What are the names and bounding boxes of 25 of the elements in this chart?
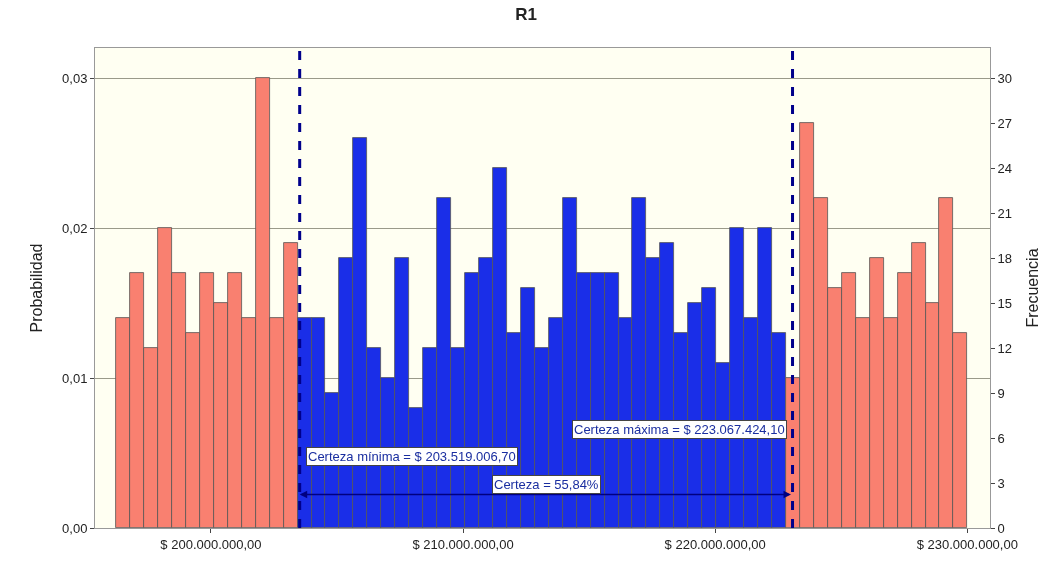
y2-tick-label: 24 (997, 160, 1013, 176)
y2-tick-label: 27 (997, 115, 1013, 131)
y2-axis-title: Frecuencia (1023, 248, 1041, 328)
x-tick-label: $ 210.000.000,00 (412, 536, 514, 552)
x-tick-label: $ 220.000.000,00 (664, 536, 766, 552)
y2-tick-label: 3 (997, 475, 1005, 491)
chart-title: R1 (515, 5, 537, 25)
y-tick-label: 0,02 (62, 220, 88, 236)
y2-tick-label: 18 (997, 250, 1013, 266)
y-tick-label: 0,03 (62, 70, 88, 86)
y2-tick-label: 15 (997, 295, 1013, 311)
y2-tick-label: 9 (997, 385, 1005, 401)
y-tick-label: 0,00 (62, 520, 88, 536)
y2-tick-label: 30 (997, 70, 1013, 86)
y-axis-title: Probabilidad (27, 243, 45, 333)
y2-tick-label: 21 (997, 205, 1013, 221)
ref-line-label: Certeza mínima = $ 203.519.006,70 (308, 449, 516, 464)
ref-line-label: Certeza máxima = $ 223.067.424,10 (574, 422, 785, 437)
y2-tick-label: 0 (997, 520, 1005, 536)
x-tick-label: $ 230.000.000,00 (916, 536, 1018, 552)
annotation: Certeza = 55,84% (494, 477, 599, 492)
x-tick-label: $ 200.000.000,00 (160, 536, 262, 552)
y-tick-label: 0,01 (62, 370, 88, 386)
y2-tick-label: 6 (997, 430, 1005, 446)
y2-tick-label: 12 (997, 340, 1013, 356)
